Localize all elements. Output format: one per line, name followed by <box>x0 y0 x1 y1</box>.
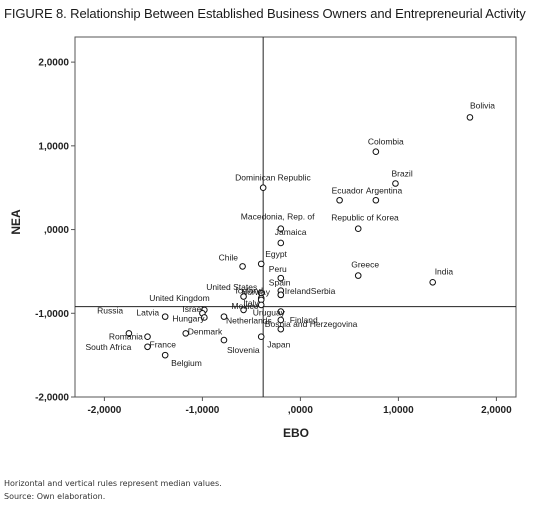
data-point <box>240 293 247 300</box>
y-tick-label: -2,0000 <box>35 393 69 404</box>
point-label: Mexico <box>232 301 259 311</box>
point-label: Bolivia <box>470 100 495 110</box>
data-point <box>277 291 285 299</box>
x-tick-label: 2,0000 <box>481 405 512 416</box>
data-point <box>201 314 208 321</box>
plot-frame <box>74 36 517 398</box>
data-point <box>161 313 169 320</box>
data-point <box>372 196 380 204</box>
figure-title: FIGURE 8. Relationship Between Establish… <box>4 6 526 21</box>
point-label: Denmark <box>188 326 223 336</box>
point-label: Bosnia and Herzegovina <box>265 319 358 329</box>
y-axis: -2,0000 -1,0000 ,0000 1,0000 2,0000 <box>35 58 75 404</box>
x-tick-label: -1,0000 <box>185 405 219 416</box>
data-point <box>257 333 265 341</box>
point-label: Romania <box>109 331 143 341</box>
point-label: Finland <box>290 315 318 325</box>
y-tick-label: -1,0000 <box>35 309 69 320</box>
y-tick-label: 1,0000 <box>38 141 69 152</box>
point-label: Colombia <box>368 137 404 147</box>
x-tick-label: ,0000 <box>288 405 313 416</box>
x-tick-label: -2,0000 <box>87 405 121 416</box>
data-point <box>257 260 265 268</box>
point-label: Ecuador <box>332 185 364 195</box>
point-label: Egypt <box>265 249 287 259</box>
data-point <box>277 325 285 333</box>
point-label: Norway <box>241 287 271 297</box>
data-point <box>182 330 190 337</box>
data-point <box>220 313 228 320</box>
data-point <box>354 225 362 233</box>
y-tick-label: 2,0000 <box>38 58 69 69</box>
point-label: Ireland <box>285 286 311 296</box>
data-point <box>354 272 362 279</box>
data-point <box>277 274 285 282</box>
point-label: Peru <box>269 264 287 274</box>
point-label: Chile <box>219 252 239 262</box>
point-label: Greece <box>351 260 379 270</box>
data-point <box>240 306 247 314</box>
chart-note: Horizontal and vertical rules represent … <box>4 479 222 488</box>
data-point <box>429 279 437 286</box>
data-point <box>336 196 343 204</box>
y-axis-title: NEA <box>9 209 23 235</box>
data-point <box>277 225 285 233</box>
point-label: Spain <box>269 278 291 288</box>
point-label: Hungary <box>172 313 205 323</box>
point-label: Republic of Korea <box>331 213 399 223</box>
point-label: Iceland <box>236 286 264 296</box>
y-tick-label: ,0000 <box>44 225 69 236</box>
point-label: Latvia <box>136 307 159 317</box>
x-axis: -2,0000 -1,0000 ,0000 1,0000 2,0000 <box>87 397 512 416</box>
data-point <box>239 263 246 270</box>
x-axis-title: EBO <box>283 426 309 440</box>
point-label: Uruguay <box>253 308 286 318</box>
point-label: Brazil <box>391 169 412 179</box>
data-point <box>392 180 399 187</box>
point-label: Dominican Republic <box>235 173 311 183</box>
point-label: United States <box>206 282 257 292</box>
point-label: Jamaica <box>275 227 307 237</box>
point-label: India <box>435 266 454 276</box>
point-label: Serbia <box>311 286 336 296</box>
data-point <box>220 336 228 344</box>
data-point <box>144 343 151 351</box>
point-label: South Africa <box>86 342 132 352</box>
x-tick-label: 1,0000 <box>383 405 414 416</box>
data-point <box>125 330 133 337</box>
point-label: France <box>150 340 177 350</box>
data-point <box>466 114 474 121</box>
point-label: United Kingdom <box>149 293 209 303</box>
point-label: Slovenia <box>227 345 260 355</box>
point-label: Argentina <box>366 185 403 195</box>
data-point <box>259 184 267 191</box>
point-label: Russia <box>97 306 123 316</box>
data-point <box>257 301 265 309</box>
point-label: Netherlands <box>226 316 272 326</box>
source-note: Source: Own elaboration. <box>4 492 106 501</box>
point-label: Macedonia, Rep. of <box>241 212 315 222</box>
point-label: Italy <box>243 298 259 308</box>
data-point <box>372 148 380 155</box>
data-point <box>161 351 169 359</box>
data-point <box>277 316 285 324</box>
point-label: Japan <box>267 340 290 350</box>
point-label: Israel <box>182 304 203 314</box>
point-label: Belgium <box>171 358 202 368</box>
data-point <box>277 308 285 315</box>
data-point <box>144 333 151 341</box>
data-point <box>277 239 285 247</box>
